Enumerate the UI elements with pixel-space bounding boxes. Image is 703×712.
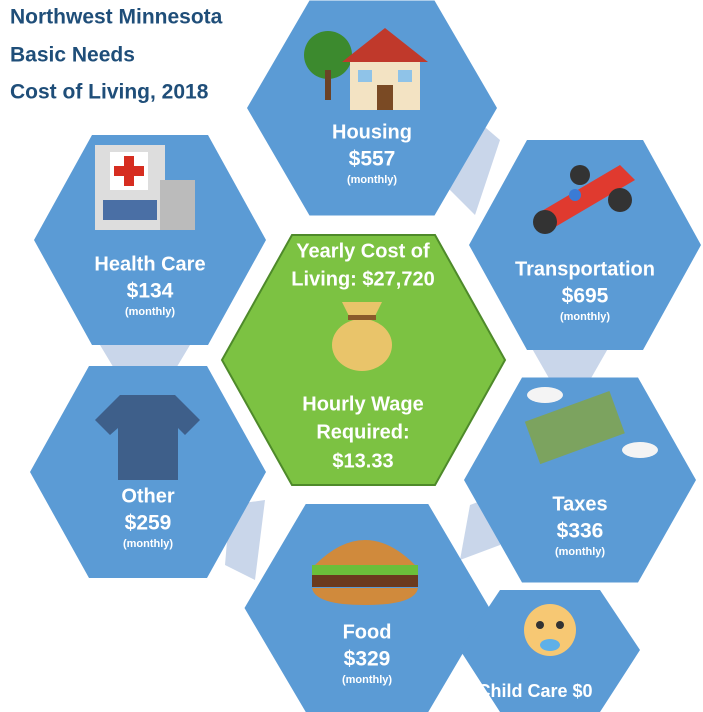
category-label: Food [343, 621, 392, 643]
child-care-text: Child Care $0 [477, 681, 592, 701]
title-line: Cost of Living, 2018 [10, 81, 209, 104]
category-amount: $336 [557, 520, 604, 543]
center-text: $13.33 [332, 450, 393, 472]
category-label: Transportation [515, 258, 655, 280]
center-text: Yearly Cost of [296, 240, 430, 262]
category-amount: $134 [127, 280, 174, 303]
hospital-icon [95, 145, 195, 230]
category-hexagon [464, 377, 696, 583]
house-icon [304, 28, 428, 110]
category-hexagon [34, 135, 266, 345]
category-label: Housing [332, 121, 412, 143]
category-note: (monthly) [560, 311, 610, 323]
category-label: Health Care [94, 253, 205, 275]
category-amount: $557 [349, 148, 396, 171]
category-note: (monthly) [342, 674, 392, 686]
shirt-icon [95, 395, 200, 480]
category-amount: $329 [344, 648, 391, 671]
category-hexagon [244, 504, 490, 712]
category-note: (monthly) [123, 538, 173, 550]
category-note: (monthly) [347, 174, 397, 186]
title-line: Northwest Minnesota [10, 6, 223, 29]
car-icon [533, 165, 635, 234]
category-note: (monthly) [555, 546, 605, 558]
center-text: Living: $27,720 [291, 268, 434, 290]
baby-icon [524, 604, 576, 656]
category-amount: $259 [125, 512, 172, 535]
center-text: Hourly Wage [302, 393, 424, 415]
category-amount: $695 [562, 285, 609, 308]
title-line: Basic Needs [10, 44, 135, 67]
money-icon [524, 387, 658, 465]
burger-icon [312, 540, 418, 605]
category-label: Taxes [552, 493, 607, 515]
category-label: Other [121, 485, 175, 507]
money-bag-icon [332, 302, 392, 371]
category-hexagon [469, 140, 701, 350]
center-text: Required: [316, 421, 409, 443]
category-note: (monthly) [125, 306, 175, 318]
